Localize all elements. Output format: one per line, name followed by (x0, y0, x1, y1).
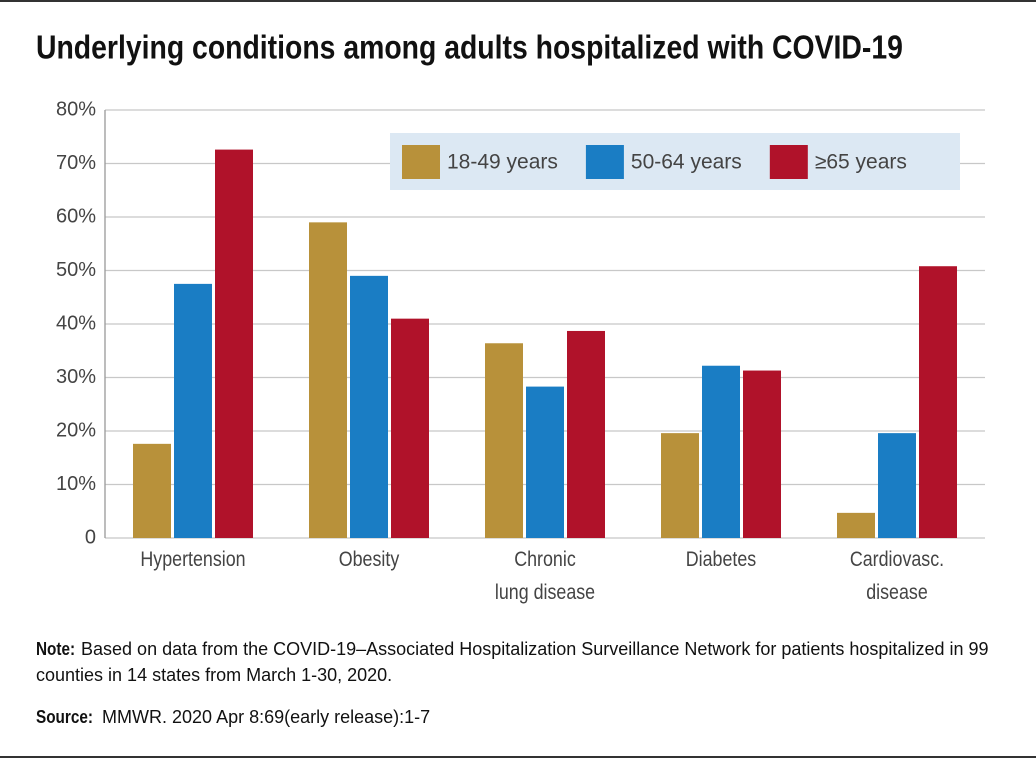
bar (174, 283, 212, 538)
note-label: Note: (36, 639, 76, 659)
legend-label: 18-49 years (447, 151, 558, 174)
y-tick-label: 30% (56, 366, 96, 388)
chart-title: Underlying conditions among adults hospi… (36, 29, 903, 67)
x-tick-label: Cardiovasc. disease (849, 548, 945, 604)
bar (391, 318, 429, 538)
x-tick-label: Hypertension (140, 548, 246, 571)
legend-swatch (585, 145, 624, 179)
legend-label: ≥65 years (815, 151, 907, 174)
source-text: MMWR. 2020 Apr 8:69(early release):1-7 (102, 707, 431, 727)
bar (133, 443, 171, 538)
bar (485, 343, 523, 538)
y-tick-label: 70% (56, 152, 96, 174)
note-text: Based on data from the COVID-19–Associat… (36, 639, 989, 685)
legend-swatch (769, 145, 808, 179)
bar (919, 266, 957, 538)
bar (526, 386, 564, 538)
bar (878, 433, 916, 538)
bar (215, 149, 253, 538)
y-tick-label: 80% (56, 98, 96, 120)
source-label: Source: (36, 707, 93, 727)
bar (309, 222, 347, 538)
bar (743, 370, 781, 538)
legend-box (390, 133, 960, 190)
bar (837, 512, 875, 538)
source: Source: MMWR. 2020 Apr 8:69(early releas… (36, 704, 996, 730)
y-tick-label: 60% (56, 205, 96, 227)
y-tick-label: 50% (56, 259, 96, 281)
y-tick-label: 0 (85, 526, 96, 548)
legend: 18-49 years 50-64 years ≥65 years (390, 133, 960, 190)
bar (702, 365, 740, 538)
x-tick-label: Obesity (338, 548, 400, 571)
bar (350, 275, 388, 538)
legend-label: 50-64 years (631, 151, 742, 174)
bar (661, 433, 699, 538)
y-tick-label: 20% (56, 419, 96, 441)
y-tick-label: 10% (56, 473, 96, 495)
x-tick-label: Chronic lung disease (494, 548, 596, 604)
y-tick-label: 40% (56, 312, 96, 334)
x-tick-label: Diabetes (685, 548, 757, 571)
note: Note: Based on data from the COVID-19–As… (36, 636, 996, 688)
bar (567, 330, 605, 538)
legend-swatch (402, 145, 440, 179)
